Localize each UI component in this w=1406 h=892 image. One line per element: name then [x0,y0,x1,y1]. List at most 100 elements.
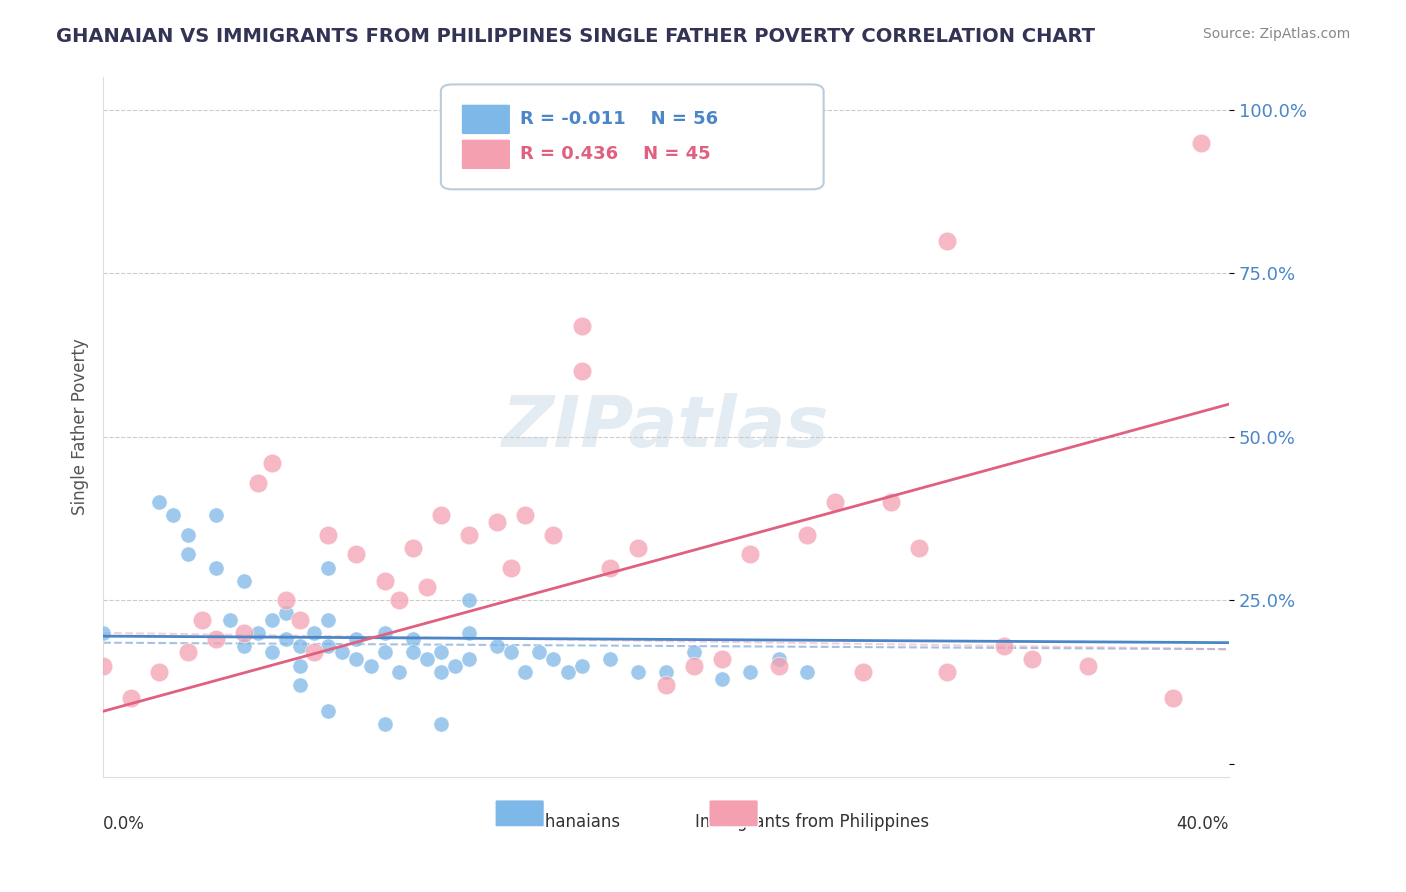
Point [374,717,396,731]
Point [655,665,678,679]
FancyBboxPatch shape [441,85,824,189]
Point [740,665,762,679]
Point [458,652,481,666]
Point [246,625,269,640]
Point [501,645,523,659]
Point [683,658,706,673]
Point [768,658,790,673]
Point [274,632,297,647]
Point [543,528,565,542]
Point [458,593,481,607]
Point [260,645,283,659]
Text: GHANAIAN VS IMMIGRANTS FROM PHILIPPINES SINGLE FATHER POVERTY CORRELATION CHART: GHANAIAN VS IMMIGRANTS FROM PHILIPPINES … [56,27,1095,45]
Point [274,607,297,621]
Point [458,528,481,542]
Point [1021,652,1043,666]
FancyBboxPatch shape [461,139,510,169]
FancyBboxPatch shape [495,800,544,827]
Point [796,665,818,679]
Point [288,639,311,653]
Point [458,625,481,640]
Point [388,665,411,679]
Point [120,691,142,706]
Text: Immigrants from Philippines: Immigrants from Philippines [696,813,929,831]
Point [91,625,114,640]
Point [515,665,537,679]
FancyBboxPatch shape [461,104,510,135]
Point [316,639,339,653]
Point [148,495,170,509]
Point [543,652,565,666]
Point [416,580,439,594]
Point [599,560,621,574]
Point [683,645,706,659]
Point [302,645,325,659]
Text: 40.0%: 40.0% [1177,815,1229,833]
Point [190,613,212,627]
Point [936,665,959,679]
Point [288,613,311,627]
Point [1161,691,1184,706]
Point [402,645,425,659]
Point [346,632,368,647]
Point [571,658,593,673]
Point [557,665,579,679]
Point [571,318,593,333]
Point [148,665,170,679]
Point [91,658,114,673]
Point [711,652,734,666]
Point [486,515,509,529]
Point [162,508,184,523]
Point [908,541,931,555]
Point [176,645,198,659]
Point [430,645,453,659]
Point [288,678,311,692]
Point [627,665,650,679]
Point [796,528,818,542]
Y-axis label: Single Father Poverty: Single Father Poverty [72,339,89,516]
Point [402,632,425,647]
Point [444,658,467,673]
Point [360,658,382,673]
Point [218,613,240,627]
Point [430,508,453,523]
Point [204,560,226,574]
Point [852,665,875,679]
Point [204,508,226,523]
Point [316,528,339,542]
FancyBboxPatch shape [709,800,758,827]
Point [176,548,198,562]
Point [936,234,959,248]
Text: 0.0%: 0.0% [103,815,145,833]
Point [260,456,283,470]
Point [374,574,396,588]
Point [402,541,425,555]
Point [880,495,903,509]
Point [486,639,509,653]
Text: Ghanaians: Ghanaians [531,813,620,831]
Point [346,652,368,666]
Point [416,652,439,666]
Point [316,560,339,574]
Point [374,645,396,659]
Text: R = 0.436    N = 45: R = 0.436 N = 45 [520,145,710,163]
Point [768,652,790,666]
Point [515,508,537,523]
Point [330,645,353,659]
Point [176,528,198,542]
Point [388,593,411,607]
Point [501,560,523,574]
Point [232,639,254,653]
Point [232,574,254,588]
Point [246,475,269,490]
Point [260,613,283,627]
Point [599,652,621,666]
Point [430,665,453,679]
Point [529,645,551,659]
Point [655,678,678,692]
Text: R = -0.011    N = 56: R = -0.011 N = 56 [520,111,718,128]
Point [1189,136,1212,150]
Point [740,548,762,562]
Point [316,613,339,627]
Text: Source: ZipAtlas.com: Source: ZipAtlas.com [1202,27,1350,41]
